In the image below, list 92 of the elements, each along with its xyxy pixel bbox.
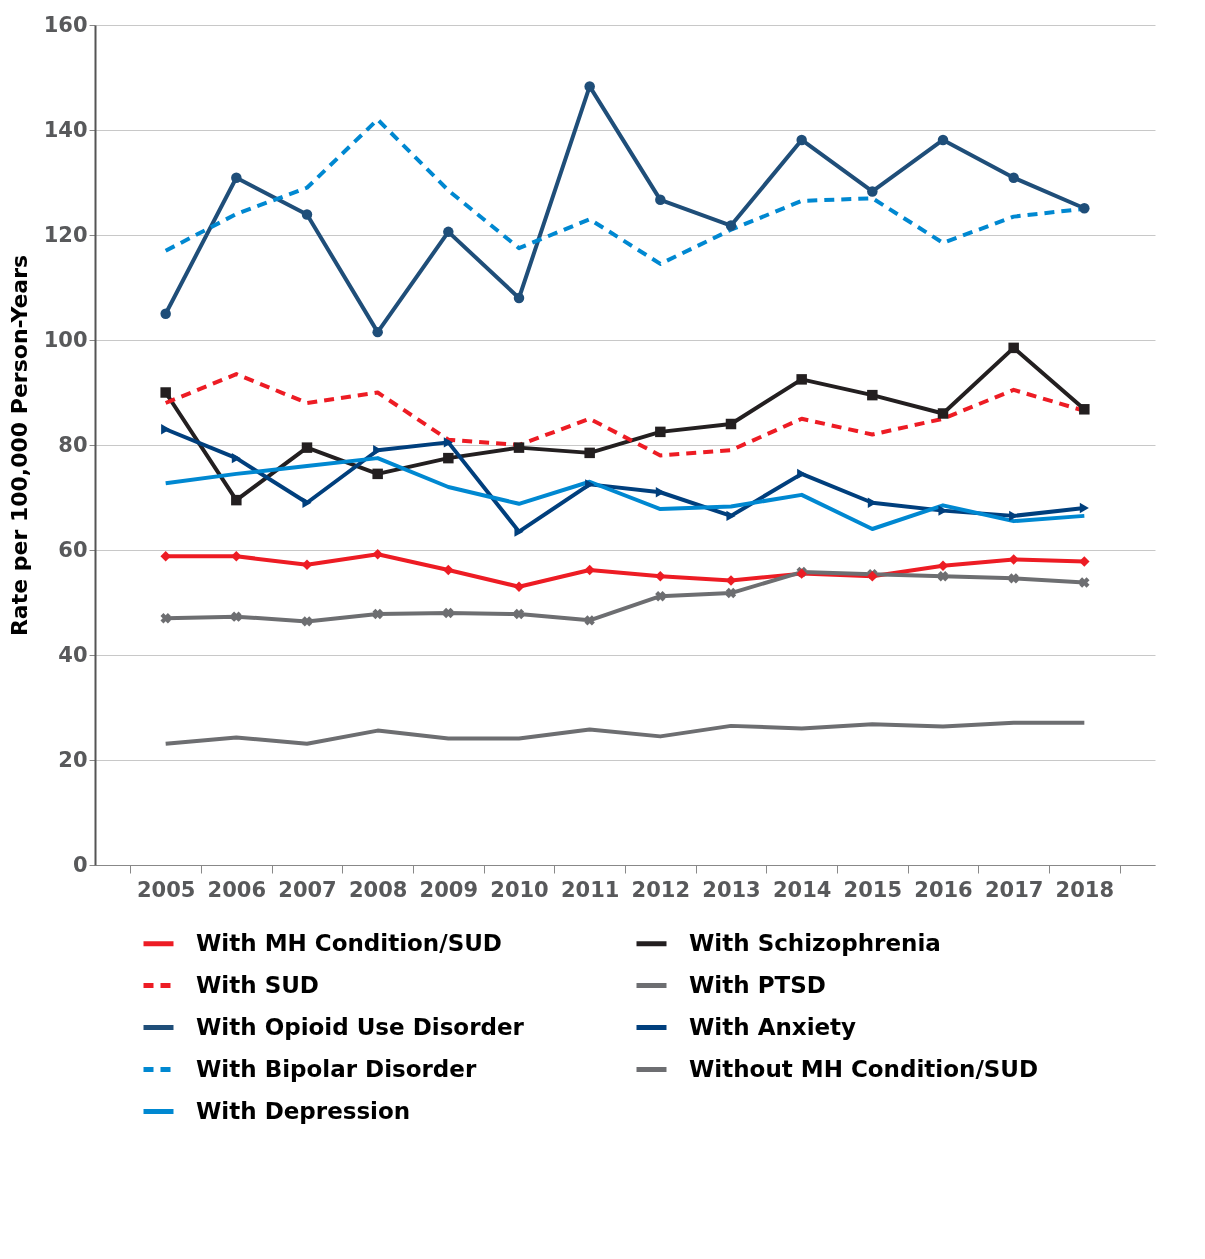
point (1079, 556, 1090, 567)
point (867, 186, 878, 197)
point (725, 587, 737, 599)
line-series (163, 720, 1087, 746)
point (513, 292, 525, 304)
point (231, 611, 242, 622)
x-tick-label: 2009 (419, 877, 479, 902)
x-tick-label: 2007 (278, 877, 337, 902)
y-tick-label: 160 (43, 12, 88, 37)
point (1008, 342, 1019, 354)
point (443, 452, 454, 464)
point (231, 452, 241, 464)
point (584, 615, 595, 626)
y-tick-label: 80 (58, 432, 88, 457)
y-axis-title: Rate per 100,000 Person-Years (6, 254, 32, 637)
point (655, 591, 666, 602)
point (372, 608, 383, 620)
point (231, 551, 242, 562)
x-tick-label: 2013 (702, 877, 761, 902)
point (797, 468, 807, 480)
point (513, 442, 525, 453)
point (725, 220, 737, 231)
x-tick-label: 2006 (207, 877, 267, 902)
point (372, 326, 383, 338)
legend-label: With Depression (196, 1097, 411, 1124)
point (231, 172, 242, 184)
x-tick-label: 2010 (490, 877, 549, 902)
point (584, 564, 595, 576)
y-tick-label: 140 (43, 117, 88, 142)
point (655, 194, 666, 206)
point (937, 571, 949, 582)
x-tick-label: 2012 (631, 877, 691, 902)
point (937, 408, 949, 419)
point (160, 308, 171, 319)
point (1079, 502, 1089, 514)
point (725, 418, 737, 430)
point (1079, 202, 1090, 214)
x-tick-label: 2008 (348, 877, 408, 902)
x-tick-label: 2016 (914, 877, 973, 902)
line-series (163, 456, 1087, 531)
point (160, 387, 171, 398)
legend-label: With Bipolar Disorder (196, 1055, 477, 1082)
point (796, 374, 807, 385)
point (443, 226, 454, 238)
point (301, 616, 313, 627)
point (443, 564, 454, 576)
legend-label: With Opioid Use Disorder (196, 1013, 525, 1040)
y-tick-label: 100 (43, 327, 88, 352)
point (726, 510, 736, 522)
point (655, 571, 666, 582)
y-tick-label: 20 (58, 747, 88, 772)
point (584, 447, 595, 459)
point (513, 581, 525, 592)
point (160, 613, 171, 624)
legend-label: With SUD (196, 971, 319, 998)
x-tick-label: 2015 (843, 877, 903, 902)
point (302, 497, 312, 508)
point (443, 607, 454, 619)
point (1008, 573, 1019, 584)
point (372, 468, 383, 480)
point (584, 81, 595, 92)
point (301, 209, 313, 220)
point (937, 134, 949, 146)
x-tick-label: 2014 (772, 877, 832, 902)
legend-label: With PTSD (689, 971, 826, 998)
point (1008, 172, 1019, 184)
point (231, 494, 242, 506)
point (513, 608, 525, 620)
point (1079, 577, 1090, 588)
legend-label: With Anxiety (689, 1013, 857, 1040)
legend-label: With MH Condition/SUD (196, 929, 502, 956)
point (655, 487, 665, 498)
x-tick-label: 2005 (136, 877, 196, 902)
y-tick-label: 0 (72, 852, 88, 877)
x-tick-label: 2018 (1055, 877, 1115, 902)
point (161, 424, 171, 435)
x-tick-label: 2017 (984, 877, 1044, 902)
point (867, 389, 878, 401)
point (655, 426, 666, 438)
legend-label: Without MH Condition/SUD (689, 1055, 1039, 1082)
x-tick-label: 2011 (560, 877, 620, 902)
y-tick-label: 120 (43, 222, 88, 247)
point (443, 437, 453, 448)
y-tick-label: 40 (58, 642, 88, 667)
point (372, 548, 383, 560)
y-tick-label: 60 (58, 537, 88, 562)
point (796, 134, 807, 146)
legend-label: With Schizophrenia (689, 929, 941, 956)
point (585, 479, 595, 490)
point (1079, 404, 1090, 415)
point (160, 551, 171, 562)
point (301, 442, 313, 453)
